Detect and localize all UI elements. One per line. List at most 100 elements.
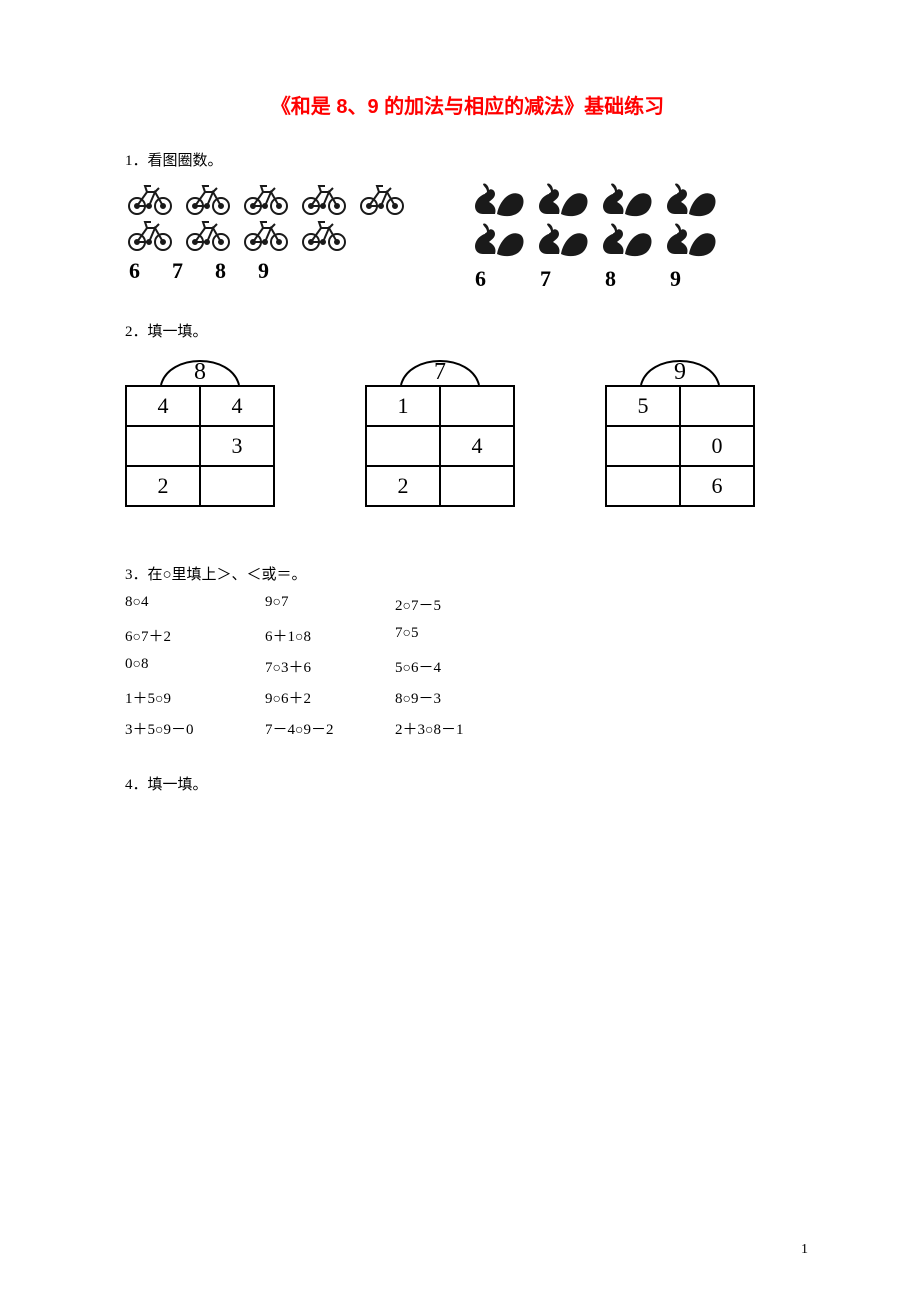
icon-row bbox=[469, 180, 719, 220]
bicycle-icon bbox=[357, 180, 409, 216]
split-grid: 4 4 3 2 bbox=[125, 385, 275, 507]
compare-cell: 8○4 bbox=[125, 594, 265, 615]
choice-number: 7 bbox=[540, 266, 551, 292]
compare-cell: 9○6＋2 bbox=[265, 687, 395, 708]
q1-left-choices: 6 7 8 9 bbox=[125, 258, 409, 284]
split-top-number: 9 bbox=[605, 359, 755, 386]
squirrel-icon bbox=[661, 180, 719, 220]
squirrel-icons bbox=[469, 180, 719, 260]
compare-row: 0○87○3＋65○6－4 bbox=[125, 656, 810, 677]
circle-placeholder: ○ bbox=[403, 693, 411, 707]
compare-cell: 7○5 bbox=[395, 625, 555, 646]
compare-cell: 3＋5○9－0 bbox=[125, 718, 265, 739]
q3-prompt: 3．在○里填上＞、＜或＝。 bbox=[125, 563, 810, 584]
q1-figure-row: 6 7 8 9 bbox=[125, 180, 810, 292]
circle-placeholder: ○ bbox=[155, 693, 163, 707]
choice-number: 9 bbox=[670, 266, 681, 292]
worksheet-page: 《和是 8、9 的加法与相应的减法》基础练习 1．看图圈数。 bbox=[0, 0, 920, 1302]
grid-cell: 3 bbox=[200, 426, 274, 466]
squirrel-icon bbox=[661, 220, 719, 260]
grid-cell bbox=[680, 386, 754, 426]
compare-cell: 2＋3○8－1 bbox=[395, 718, 555, 739]
circle-placeholder: ○ bbox=[403, 627, 411, 641]
split-top-number: 8 bbox=[125, 359, 275, 386]
q3-section: 3．在○里填上＞、＜或＝。 8○49○72○7－5 6○7＋26＋1○87○5 0○… bbox=[125, 563, 810, 739]
compare-row: 6○7＋26＋1○87○5 bbox=[125, 625, 810, 646]
choice-number: 6 bbox=[129, 258, 140, 284]
q1-right-choices: 6 7 8 9 bbox=[469, 266, 719, 292]
icon-row bbox=[469, 220, 719, 260]
grid-cell: 4 bbox=[200, 386, 274, 426]
squirrel-icon bbox=[533, 220, 591, 260]
squirrel-icon bbox=[469, 220, 527, 260]
icon-row bbox=[125, 180, 409, 216]
bicycle-icon bbox=[183, 216, 235, 252]
circle-placeholder: ○ bbox=[273, 596, 281, 610]
squirrel-icon bbox=[533, 180, 591, 220]
compare-cell: 8○9－3 bbox=[395, 687, 555, 708]
grid-cell bbox=[440, 466, 514, 506]
compare-cell: 7－4○9－2 bbox=[265, 718, 395, 739]
compare-cell: 0○8 bbox=[125, 656, 265, 677]
grid-cell bbox=[440, 386, 514, 426]
bicycle-icon bbox=[299, 180, 351, 216]
split-grid: 5 0 6 bbox=[605, 385, 755, 507]
bike-icons bbox=[125, 180, 409, 252]
bicycle-icon bbox=[299, 216, 351, 252]
grid-cell: 4 bbox=[440, 426, 514, 466]
q1-left-group: 6 7 8 9 bbox=[125, 180, 409, 284]
circle-placeholder: ○ bbox=[133, 596, 141, 610]
compare-cell: 2○7－5 bbox=[395, 594, 555, 615]
circle-placeholder: ○ bbox=[403, 600, 411, 614]
compare-row: 3＋5○9－07－4○9－22＋3○8－1 bbox=[125, 718, 810, 739]
circle-placeholder: ○ bbox=[273, 693, 281, 707]
number-split-box: 7 1 4 2 bbox=[365, 351, 515, 507]
circle-placeholder: ○ bbox=[295, 724, 303, 738]
icon-row bbox=[125, 216, 409, 252]
compare-cell: 7○3＋6 bbox=[265, 656, 395, 677]
q2-prompt: 2．填一填。 bbox=[125, 320, 810, 341]
q4-prompt: 4．填一填。 bbox=[125, 773, 810, 794]
grid-cell: 0 bbox=[680, 426, 754, 466]
choice-number: 8 bbox=[215, 258, 226, 284]
circle-placeholder: ○ bbox=[295, 631, 303, 645]
grid-cell: 1 bbox=[366, 386, 440, 426]
grid-cell bbox=[606, 426, 680, 466]
number-split-box: 8 4 4 3 2 bbox=[125, 351, 275, 507]
q3-rows: 8○49○72○7－5 6○7＋26＋1○87○5 0○87○3＋65○6－4 1＋5… bbox=[125, 594, 810, 739]
bicycle-icon bbox=[241, 216, 293, 252]
compare-cell: 6○7＋2 bbox=[125, 625, 265, 646]
number-split-box: 9 5 0 6 bbox=[605, 351, 755, 507]
circle-placeholder: ○ bbox=[155, 724, 163, 738]
page-number: 1 bbox=[801, 1242, 808, 1258]
circle-placeholder: ○ bbox=[133, 658, 141, 672]
squirrel-icon bbox=[597, 220, 655, 260]
grid-cell bbox=[200, 466, 274, 506]
compare-cell: 9○7 bbox=[265, 594, 395, 615]
compare-cell: 1＋5○9 bbox=[125, 687, 265, 708]
squirrel-icon bbox=[597, 180, 655, 220]
circle-placeholder: ○ bbox=[425, 724, 433, 738]
choice-number: 9 bbox=[258, 258, 269, 284]
split-top-number: 7 bbox=[365, 359, 515, 386]
grid-cell bbox=[606, 466, 680, 506]
bicycle-icon bbox=[125, 216, 177, 252]
squirrel-icon bbox=[469, 180, 527, 220]
grid-cell: 2 bbox=[126, 466, 200, 506]
q1-prompt: 1．看图圈数。 bbox=[125, 149, 810, 170]
circle-placeholder: ○ bbox=[133, 631, 141, 645]
compare-cell: 6＋1○8 bbox=[265, 625, 395, 646]
grid-cell: 2 bbox=[366, 466, 440, 506]
grid-cell bbox=[126, 426, 200, 466]
circle-placeholder: ○ bbox=[273, 662, 281, 676]
bicycle-icon bbox=[241, 180, 293, 216]
choice-number: 8 bbox=[605, 266, 616, 292]
grid-cell bbox=[366, 426, 440, 466]
q1-right-group: 6 7 8 9 bbox=[469, 180, 719, 292]
compare-cell: 5○6－4 bbox=[395, 656, 555, 677]
page-title: 《和是 8、9 的加法与相应的减法》基础练习 bbox=[125, 90, 810, 119]
compare-row: 8○49○72○7－5 bbox=[125, 594, 810, 615]
split-grid: 1 4 2 bbox=[365, 385, 515, 507]
compare-row: 1＋5○99○6＋28○9－3 bbox=[125, 687, 810, 708]
choice-number: 6 bbox=[475, 266, 486, 292]
